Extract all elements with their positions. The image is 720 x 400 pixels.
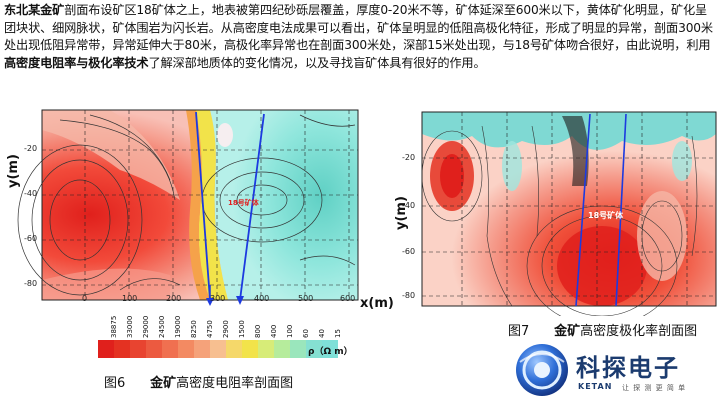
legend-value: 15 [334, 329, 342, 338]
ketan-logo: 科探电子 KETAN 让 探 测 更 简 单 [514, 342, 714, 398]
legend-value: 2900 [222, 320, 230, 338]
paragraph-text-1: 剖面布设矿区18矿体之上，地表被第四纪砂砾层覆盖，厚度0-20米不等，矿体延深至… [4, 3, 713, 53]
orebody-18-label: 18号矿体 [588, 211, 624, 220]
orebody-boundary-line [615, 113, 627, 307]
fig6-xtick: 200 [166, 294, 182, 303]
orebody-boundary-line [195, 111, 211, 301]
legend-value: 33000 [126, 315, 134, 338]
paragraph-text-2: 了解深部地质体的变化情况，以及寻找盲矿体具有很好的作用。 [148, 55, 486, 70]
legend-value: 19000 [174, 315, 182, 338]
figure-6-resistivity: 18号矿体 y(m) -20 -40 -60 -80 0 100 200 300… [0, 100, 394, 400]
fig6-xtick: 400 [254, 294, 270, 303]
polarizability-section-plot [421, 111, 717, 316]
brand-name-cn: 科探电子 [576, 354, 680, 382]
legend-value: 4750 [206, 320, 214, 338]
fig6-ytick: -40 [24, 189, 38, 198]
figure-7-caption: 图7 金矿高密度极化率剖面图 [508, 320, 697, 339]
fig6-xtick: 0 [82, 294, 88, 303]
legend-value: 400 [270, 324, 278, 338]
figure-7-polarizability: 18号矿体 y(m) -20 -40 -60 -80 [392, 106, 720, 346]
legend-value: 1500 [238, 320, 246, 338]
fig6-ytick: -20 [24, 144, 38, 153]
orebody-boundary-line [239, 113, 265, 301]
fig6-xtick: 100 [122, 294, 138, 303]
fig6-x-axis-label: x(m) [360, 296, 394, 311]
caption-number: 图6 [104, 376, 126, 391]
orebody-boundary-line [575, 113, 591, 307]
caption-text: 高密度电阻率剖面图 [176, 376, 294, 391]
fig6-y-axis-label: y(m) [6, 154, 21, 188]
caption-number: 图7 [508, 324, 530, 339]
fig6-ytick: -60 [24, 234, 38, 243]
fig7-ytick: -80 [402, 291, 416, 300]
fig6-xtick: 600 [340, 294, 356, 303]
legend-value: 100 [286, 324, 294, 338]
legend-value: 24500 [158, 315, 166, 338]
caption-text: 高密度极化率剖面图 [580, 324, 698, 339]
paragraph-emphasis: 高密度电阻率与极化率技术 [4, 55, 149, 70]
legend-value: 60 [302, 329, 310, 338]
fig7-ytick: -40 [402, 201, 416, 210]
fig7-ytick: -20 [402, 153, 416, 162]
figure-6-caption: 图6 金矿高密度电阻率剖面图 [104, 372, 293, 391]
brand-name-en: KETAN [578, 382, 613, 391]
legend-value: 800 [254, 324, 262, 338]
legend-value: 8250 [190, 320, 198, 338]
fig7-ytick: -60 [402, 247, 416, 256]
ketan-logo-icon [516, 344, 568, 396]
caption-bold: 金矿 [554, 324, 581, 339]
orebody-18-label: 18号矿体 [228, 199, 259, 207]
fig6-xtick: 300 [210, 294, 226, 303]
legend-value: 29000 [142, 315, 150, 338]
legend-value: 40 [318, 329, 326, 338]
legend-value: 38875 [110, 315, 118, 338]
resistivity-color-legend [98, 340, 338, 358]
resistivity-section-plot [17, 109, 359, 306]
brand-slogan: 让 探 测 更 简 单 [622, 384, 687, 392]
legend-unit: ρ（Ω m） [308, 347, 353, 357]
caption-bold: 金矿 [150, 376, 177, 391]
fig6-xtick: 500 [298, 294, 314, 303]
paragraph-lead: 东北某金矿 [4, 3, 65, 17]
fig6-ytick: -80 [24, 279, 38, 288]
description-paragraph: 东北某金矿剖面布设矿区18矿体之上，地表被第四纪砂砾层覆盖，厚度0-20米不等，… [4, 2, 716, 72]
